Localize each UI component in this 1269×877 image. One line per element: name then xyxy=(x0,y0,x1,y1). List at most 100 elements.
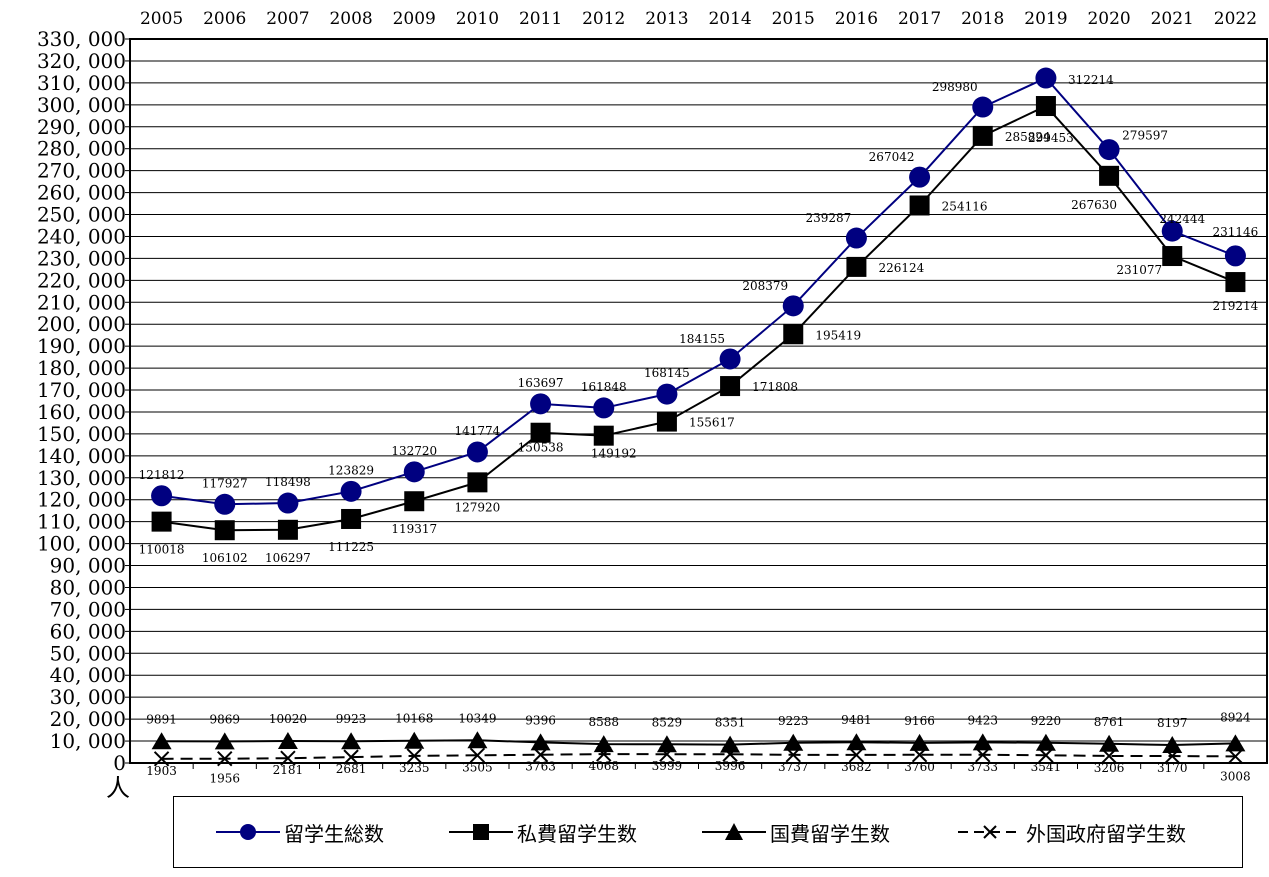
data-label-total: 161848 xyxy=(581,380,627,394)
y-tick-label: 120, 000 xyxy=(37,488,126,512)
x-tick-label: 2010 xyxy=(456,9,499,29)
point-foreign-gov xyxy=(1101,748,1117,764)
legend-item-total: 留学生総数 xyxy=(216,819,384,846)
point-private xyxy=(972,125,993,146)
data-label-private: 267630 xyxy=(1071,198,1117,212)
y-tick-label: 0 xyxy=(113,751,126,775)
data-label-government: 9481 xyxy=(841,713,872,727)
legend-item-government: 国費留学生数 xyxy=(702,819,890,846)
data-label-foreign-gov: 2181 xyxy=(273,763,304,777)
point-foreign-gov xyxy=(469,747,486,764)
data-label-total: 184155 xyxy=(679,332,725,346)
x-tick-labels: 2005 2006 2007 2008 2009 2010 2011 2012 2013 2014… xyxy=(140,9,1257,29)
y-tick-label: 260, 000 xyxy=(37,181,126,205)
point-government xyxy=(909,733,930,751)
data-label-foreign-gov: 3206 xyxy=(1094,761,1125,775)
point-total xyxy=(719,348,741,370)
data-label-foreign-gov: 3541 xyxy=(1031,760,1062,774)
data-label-private: 231077 xyxy=(1116,263,1162,277)
point-government xyxy=(783,733,804,751)
x-tick-label: 2015 xyxy=(772,9,815,29)
point-private xyxy=(404,491,425,512)
data-label-foreign-gov: 3996 xyxy=(715,759,746,773)
point-total xyxy=(593,397,615,419)
data-label-total: 267042 xyxy=(869,150,915,164)
legend-item-private: 私費留学生数 xyxy=(449,819,637,846)
point-private xyxy=(1225,272,1246,293)
data-label-government: 9223 xyxy=(778,714,809,728)
data-label-foreign-gov: 3170 xyxy=(1157,761,1188,775)
data-label-private: 150538 xyxy=(518,441,564,455)
point-total xyxy=(151,485,173,507)
x-tick-label: 2011 xyxy=(519,9,562,29)
legend-label-total: 留学生総数 xyxy=(284,821,384,846)
point-foreign-gov xyxy=(406,748,422,764)
point-government xyxy=(530,733,551,751)
data-label-foreign-gov: 4068 xyxy=(588,759,619,773)
data-label-total: 118498 xyxy=(265,475,311,489)
data-label-private: 226124 xyxy=(879,261,925,275)
x-tick-label: 2019 xyxy=(1024,9,1067,29)
y-tick-label: 10, 000 xyxy=(50,729,126,753)
point-private xyxy=(1035,96,1056,117)
point-private xyxy=(656,411,677,432)
y-tick-label: 140, 000 xyxy=(37,444,126,468)
x-tick-label: 2012 xyxy=(582,9,625,29)
y-tick-label: 290, 000 xyxy=(37,115,126,139)
point-private xyxy=(151,511,172,532)
data-label-government: 8197 xyxy=(1157,716,1188,730)
data-label-total: 141774 xyxy=(455,424,501,438)
y-tick-label: 210, 000 xyxy=(37,290,126,314)
data-label-government: 9220 xyxy=(1031,714,1062,728)
data-label-total: 123829 xyxy=(328,463,374,477)
point-foreign-gov xyxy=(911,747,928,763)
point-foreign-gov xyxy=(1038,747,1054,763)
point-private xyxy=(720,376,741,397)
y-tick-label: 90, 000 xyxy=(50,554,126,578)
y-tick-label: 200, 000 xyxy=(37,312,126,336)
y-tick-label: 30, 000 xyxy=(50,685,126,709)
data-label-foreign-gov: 3008 xyxy=(1220,769,1251,783)
point-total xyxy=(972,96,994,118)
legend-triangle-marker xyxy=(702,823,766,840)
data-label-foreign-gov: 1903 xyxy=(146,764,177,778)
point-government xyxy=(1035,733,1056,751)
point-foreign-gov xyxy=(1164,748,1180,764)
data-label-total: 132720 xyxy=(391,444,437,458)
data-label-government: 9166 xyxy=(904,714,935,728)
point-private xyxy=(341,508,362,529)
point-total xyxy=(466,441,488,463)
point-government xyxy=(467,731,488,749)
series-lines xyxy=(151,67,1246,767)
point-total xyxy=(845,227,867,249)
y-tick-label: 250, 000 xyxy=(37,203,126,227)
grid-lines xyxy=(125,38,1268,769)
data-label-government: 10349 xyxy=(458,711,496,725)
data-label-private: 254116 xyxy=(942,199,988,213)
data-label-foreign-gov: 3733 xyxy=(967,760,998,774)
data-label-foreign-gov: 2681 xyxy=(336,762,367,776)
y-tick-label: 180, 000 xyxy=(37,356,126,380)
legend-x-marker xyxy=(958,825,1022,839)
point-private xyxy=(214,520,235,541)
point-total xyxy=(909,166,931,188)
data-label-government: 9396 xyxy=(525,713,556,727)
data-label-private: 171808 xyxy=(752,380,798,394)
data-label-foreign-gov: 3235 xyxy=(399,761,430,775)
x-tick-label: 2006 xyxy=(203,9,246,29)
data-label-foreign-gov: 3682 xyxy=(841,760,872,774)
y-tick-label: 40, 000 xyxy=(50,663,126,687)
point-total xyxy=(340,480,362,502)
y-tick-label: 170, 000 xyxy=(37,378,126,402)
data-label-government: 10168 xyxy=(395,712,433,726)
data-label-foreign-gov: 3505 xyxy=(462,760,493,774)
data-label-total: 231146 xyxy=(1213,225,1259,239)
data-label-government: 8529 xyxy=(652,715,683,729)
data-label-private: 127920 xyxy=(455,500,501,514)
point-foreign-gov xyxy=(153,751,170,767)
x-tick-label: 2016 xyxy=(835,9,878,29)
point-foreign-gov xyxy=(280,750,296,766)
data-label-total: 242444 xyxy=(1159,212,1205,226)
data-label-private: 299453 xyxy=(1028,131,1074,145)
data-label-total: 121812 xyxy=(139,468,185,482)
